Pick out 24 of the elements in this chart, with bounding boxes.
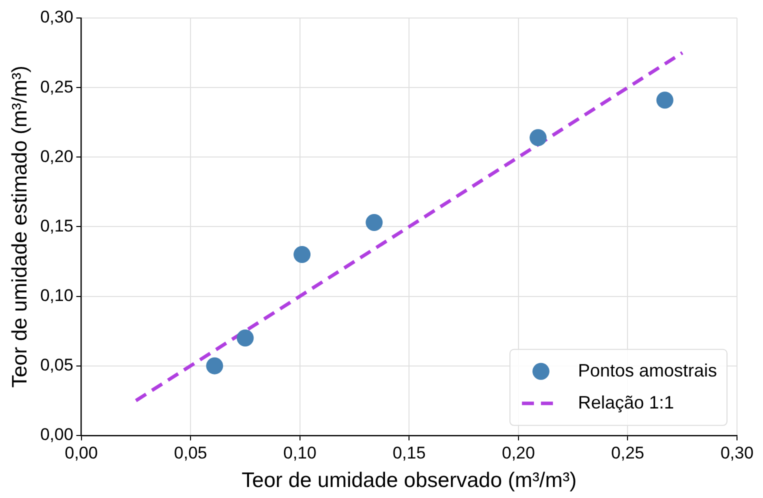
x-tick-label: 0,05 [174,443,208,462]
x-tick-label: 0,20 [502,443,535,462]
x-tick-label: 0,25 [611,443,644,462]
point [206,357,224,374]
legend-label: Relação 1:1 [578,392,674,412]
y-tick-label: 0,25 [40,77,74,96]
x-tick-label: 0,00 [64,443,98,462]
y-tick-label: 0,10 [40,286,74,305]
y-tick-label: 0,15 [40,216,74,236]
point [656,92,674,109]
x-axis-title: Teor de umidade observado (m³/m³) [242,469,577,492]
point [294,246,311,264]
y-tick-label: 0,00 [40,425,74,444]
x-tick-label: 0,15 [392,443,426,462]
y-tick-label: 0,30 [40,8,74,27]
y-tick-label: 0,05 [40,356,74,375]
point [530,129,547,146]
y-axis-title: Teor de umidade estimado (m³/m³) [8,66,32,388]
y-tick-label: 0,20 [40,146,74,166]
point [236,330,254,347]
x-tick-label: 0,30 [720,443,754,462]
legend-label: Pontos amostrais [578,360,717,380]
point [366,214,383,232]
x-tick-label: 0,10 [283,443,316,462]
